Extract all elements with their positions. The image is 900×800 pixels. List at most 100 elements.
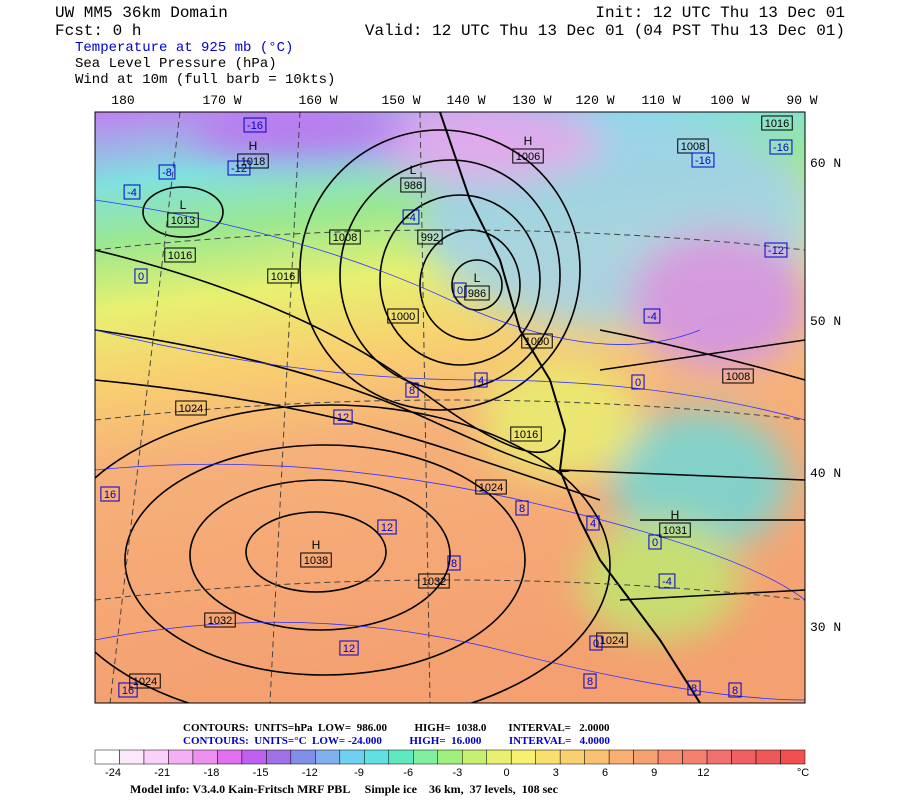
colorbar-label: -24 bbox=[105, 767, 121, 779]
colorbar-label: -6 bbox=[403, 767, 413, 779]
colorbar-label: -15 bbox=[253, 767, 269, 779]
colorbar-label: 3 bbox=[553, 767, 559, 779]
temperature-label-box bbox=[769, 139, 793, 155]
colorbar-swatch bbox=[94, 749, 120, 765]
temperature-label-box bbox=[589, 635, 603, 651]
temperature-label-box bbox=[643, 308, 661, 324]
latitude-label: 50 N bbox=[810, 314, 841, 329]
temperature-label-box bbox=[123, 184, 141, 200]
temperature-label-box bbox=[447, 555, 461, 571]
temperature-label: 0 bbox=[652, 537, 658, 549]
center-value-box bbox=[237, 153, 269, 169]
temperature-label-box bbox=[402, 209, 420, 225]
colorbar-swatch bbox=[119, 749, 145, 765]
temperature-label-box bbox=[377, 519, 397, 535]
pressure-label-box bbox=[417, 229, 443, 245]
temperature-label-box bbox=[405, 382, 419, 398]
temperature-label: 8 bbox=[691, 683, 697, 695]
center-value-box bbox=[300, 552, 332, 568]
colorbar-unit: °C bbox=[797, 767, 809, 779]
colorbar-swatch bbox=[388, 749, 414, 765]
center-value: 1013 bbox=[171, 215, 195, 227]
center-value-box bbox=[464, 285, 490, 301]
temperature-label: 12 bbox=[343, 643, 355, 655]
temperature-label-box bbox=[515, 500, 529, 516]
pressure-label-box bbox=[596, 632, 628, 648]
temperature-label: 0 bbox=[593, 638, 599, 650]
pressure-label: 1032 bbox=[422, 576, 446, 588]
temperature-label: 0 bbox=[457, 285, 463, 297]
colorbar-swatch bbox=[168, 749, 194, 765]
colorbar-swatch bbox=[706, 749, 732, 765]
pressure-label: 1032 bbox=[208, 615, 232, 627]
colorbar-swatch bbox=[633, 749, 659, 765]
colorbar-swatch bbox=[535, 749, 561, 765]
pressure-label-box bbox=[329, 229, 361, 245]
colorbar-swatch bbox=[608, 749, 634, 765]
temperature-label: 0 bbox=[138, 271, 144, 283]
latitude-label: 60 N bbox=[810, 156, 841, 171]
pressure-label-box bbox=[475, 479, 507, 495]
longitude-label: 180 bbox=[111, 93, 134, 108]
pressure-label-box bbox=[761, 115, 793, 131]
temperature-label-box bbox=[474, 372, 488, 388]
colorbar-swatch bbox=[266, 749, 292, 765]
colorbar-label: -18 bbox=[203, 767, 219, 779]
pressure-label-box bbox=[387, 308, 419, 324]
pressure-label-box bbox=[418, 573, 450, 589]
pressure-label: 1016 bbox=[514, 429, 538, 441]
longitude-label: 170 W bbox=[202, 93, 241, 108]
colorbar-label: -3 bbox=[453, 767, 463, 779]
temperature-label: 12 bbox=[337, 412, 349, 424]
field-label: Wind at 10m (full barb = 10kts) bbox=[75, 72, 335, 88]
colorbar: -24 -21 -18 -15 -12 -9 -6 -3 0 3 6 9 12 °C bbox=[94, 749, 809, 779]
temperature-label: 16 bbox=[104, 489, 116, 501]
pressure-label-box bbox=[722, 368, 754, 384]
center-value-box bbox=[167, 212, 199, 228]
colorbar-swatch bbox=[461, 749, 487, 765]
longitude-label: 130 W bbox=[512, 93, 551, 108]
longitude-label: 140 W bbox=[446, 93, 485, 108]
temperature-label: 8 bbox=[519, 503, 525, 515]
temperature-label: 8 bbox=[451, 558, 457, 570]
pressure-label: 1000 bbox=[391, 311, 415, 323]
pressure-label: 1016 bbox=[271, 271, 295, 283]
pressure-label: 1016 bbox=[765, 118, 789, 130]
pressure-label: 1008 bbox=[681, 141, 705, 153]
colorbar-swatch bbox=[584, 749, 610, 765]
pressure-label: 1008 bbox=[333, 232, 357, 244]
temperature-label: 4 bbox=[590, 518, 596, 530]
temperature-label: -12 bbox=[231, 163, 247, 175]
temperature-label: -4 bbox=[406, 212, 416, 224]
temperature-label-box bbox=[728, 682, 742, 698]
init-time: Init: 12 UTC Thu 13 Dec 01 bbox=[595, 4, 845, 22]
temperature-label: -8 bbox=[162, 167, 172, 179]
colorbar-swatch bbox=[682, 749, 708, 765]
center-type: L bbox=[410, 163, 417, 177]
longitude-label: 120 W bbox=[575, 93, 614, 108]
pressure-label: 1024 bbox=[479, 482, 503, 494]
center-value-box bbox=[400, 177, 426, 193]
temperature-label-box bbox=[583, 673, 597, 689]
temperature-label-box bbox=[134, 268, 148, 284]
pressure-label-box bbox=[129, 673, 161, 689]
temperature-label: -16 bbox=[773, 142, 789, 154]
colorbar-label: 0 bbox=[504, 767, 510, 779]
colorbar-label: 12 bbox=[697, 767, 709, 779]
temperature-label: 8 bbox=[409, 385, 415, 397]
colorbar-swatch bbox=[241, 749, 267, 765]
longitude-label: 150 W bbox=[381, 93, 420, 108]
colorbar-swatch bbox=[486, 749, 512, 765]
temperature-label-box bbox=[764, 242, 788, 258]
temperature-label: -12 bbox=[768, 245, 784, 257]
temperature-label: -4 bbox=[127, 187, 137, 199]
temperature-label-box bbox=[691, 152, 715, 168]
colorbar-swatch bbox=[755, 749, 781, 765]
colorbar-swatch bbox=[217, 749, 243, 765]
forecast-hour: Fcst: 0 h bbox=[55, 22, 141, 40]
temperature-label: 8 bbox=[587, 676, 593, 688]
slp-contour-info: CONTOURS: UNITS=hPa LOW= 986.00 HIGH= 10… bbox=[183, 722, 610, 734]
temperature-label-box bbox=[158, 164, 176, 180]
colorbar-swatch bbox=[290, 749, 316, 765]
